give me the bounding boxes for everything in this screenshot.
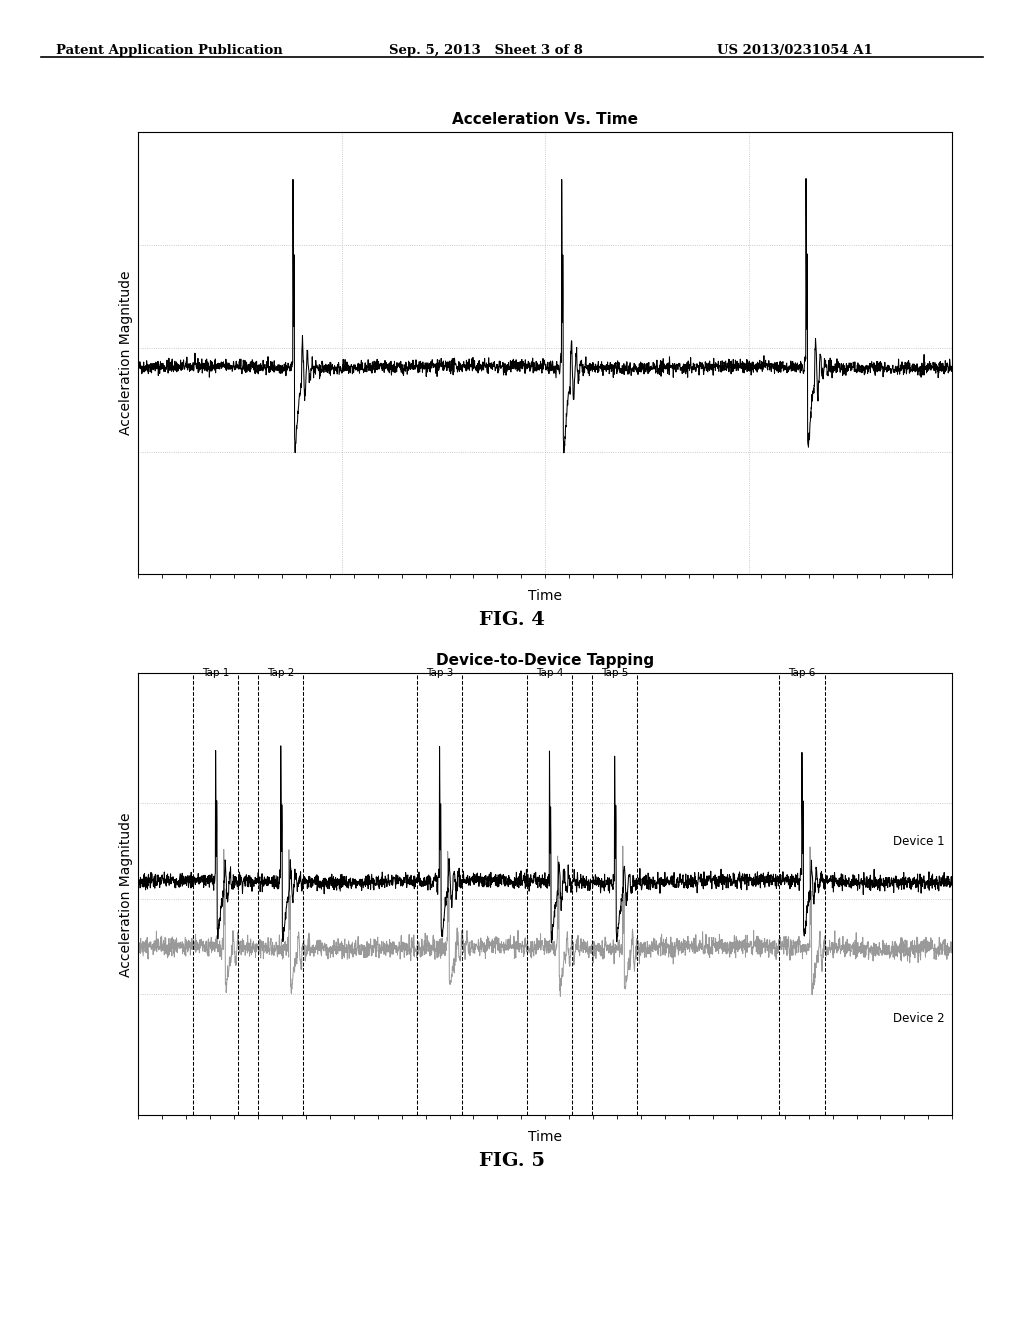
Text: Tap 5: Tap 5 [601,668,628,678]
Text: Tap 3: Tap 3 [426,668,454,678]
Y-axis label: Acceleration Magnitude: Acceleration Magnitude [119,812,133,977]
Y-axis label: Acceleration Magnitude: Acceleration Magnitude [119,271,133,436]
Text: Tap 1: Tap 1 [202,668,229,678]
X-axis label: Time: Time [528,589,562,603]
Text: Device 1: Device 1 [893,834,944,847]
X-axis label: Time: Time [528,1130,562,1144]
Text: FIG. 4: FIG. 4 [479,611,545,630]
Text: Tap 2: Tap 2 [267,668,294,678]
Text: Device 2: Device 2 [893,1011,944,1024]
Text: Sep. 5, 2013   Sheet 3 of 8: Sep. 5, 2013 Sheet 3 of 8 [389,44,583,57]
Title: Device-to-Device Tapping: Device-to-Device Tapping [436,653,654,668]
Text: Tap 4: Tap 4 [536,668,563,678]
Text: US 2013/0231054 A1: US 2013/0231054 A1 [717,44,872,57]
Text: Tap 6: Tap 6 [788,668,815,678]
Text: Patent Application Publication: Patent Application Publication [56,44,283,57]
Text: FIG. 5: FIG. 5 [479,1152,545,1171]
Title: Acceleration Vs. Time: Acceleration Vs. Time [453,112,638,127]
